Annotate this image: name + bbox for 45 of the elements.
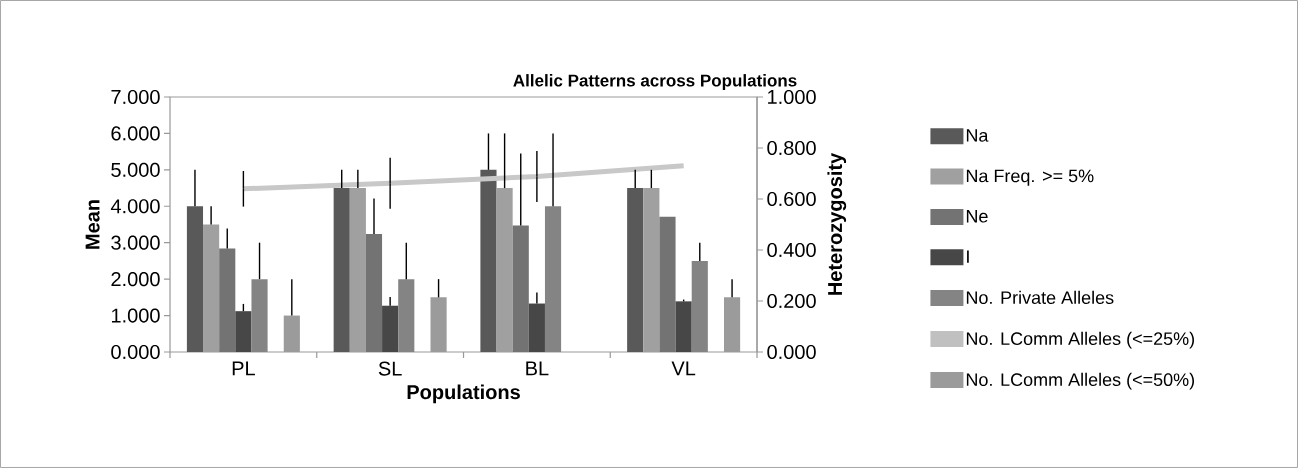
bar [333, 188, 350, 352]
legend-label: Ne [966, 210, 988, 223]
bar [251, 279, 268, 352]
x-tick-label: BL [526, 361, 549, 376]
bar [512, 225, 529, 352]
legend-label: I [967, 250, 969, 263]
y-tick-label: 5.000 [111, 162, 160, 177]
y2-tick-label: 0.800 [767, 140, 816, 156]
bar [691, 260, 708, 352]
bar [544, 206, 562, 352]
bar [398, 279, 415, 352]
x-axis-title: Populations [407, 384, 520, 404]
bar [219, 248, 236, 352]
bar [528, 303, 545, 352]
y2-tick-label: 0.200 [767, 293, 816, 309]
y-tick-label: 7.000 [111, 89, 160, 105]
y-axis-title: Mean [85, 200, 100, 249]
bar [365, 233, 383, 352]
y-tick-label: 6.000 [111, 126, 160, 141]
y-tick-label: 2.000 [111, 272, 160, 287]
chart-title: Allelic Patterns across Populations [513, 74, 797, 90]
bar [675, 301, 692, 352]
bar [480, 169, 497, 352]
legend-label: No. Private Alleles [966, 290, 1114, 304]
bar [627, 188, 644, 352]
legend-label: No. LComm Alleles (<=50%) [966, 372, 1195, 390]
bar [659, 216, 676, 352]
legend-label: Na [966, 129, 989, 142]
x-tick-label: VL [671, 361, 696, 376]
bar [235, 311, 252, 352]
y-tick-label: 4.000 [110, 199, 160, 214]
y2-tick-label: 0.400 [767, 242, 816, 258]
y-tick-label: 0.000 [111, 344, 160, 360]
y2-tick-label: 0.000 [767, 344, 816, 360]
y-tick-label: 1.000 [111, 308, 160, 323]
x-tick-label: PL [232, 361, 255, 376]
legend-label: Na Freq. >= 5% [966, 169, 1094, 186]
x-tick-label: SL [378, 361, 402, 376]
y2-tick-label: 0.600 [767, 191, 816, 207]
y2-tick-label: 1.000 [768, 89, 816, 105]
legend-label: No. LComm Alleles (<=25%) [966, 331, 1195, 349]
y2-axis-title: Heterozygosity [827, 152, 847, 295]
bar [186, 206, 204, 352]
bar [382, 305, 399, 352]
y-tick-label: 3.000 [111, 235, 160, 250]
